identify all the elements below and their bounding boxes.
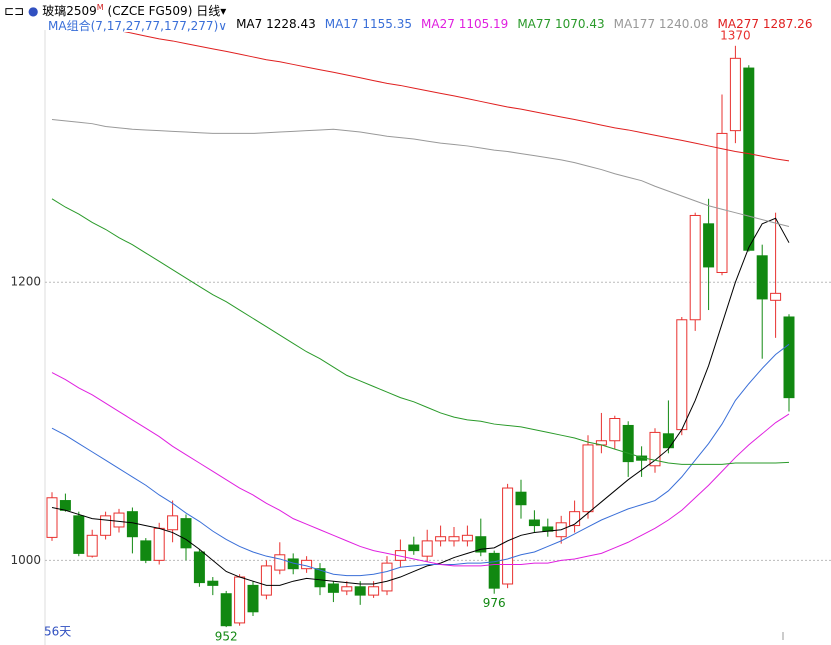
legend-name: MA27	[421, 17, 455, 31]
candle-body	[435, 536, 447, 542]
ma-line	[51, 217, 790, 586]
ma-group[interactable]: MA组合(7,17,27,77,177,277)∨	[48, 19, 228, 33]
candle-body	[756, 255, 768, 300]
candle-body	[515, 491, 527, 506]
ma-line	[51, 343, 790, 577]
candle-body	[260, 565, 272, 596]
legend-entry: MA7 1228.43	[236, 17, 316, 34]
extreme-label: 976	[483, 596, 506, 610]
candle-body	[421, 540, 433, 557]
candle-body	[46, 497, 58, 538]
candle-body	[569, 511, 581, 527]
legend-last: 1228.43	[266, 17, 316, 31]
candle-body	[488, 552, 500, 589]
y-tick-label: 1000	[10, 553, 41, 567]
candle-body	[274, 554, 286, 571]
candle-body	[703, 223, 715, 268]
legend-name: MA7	[236, 17, 263, 31]
legend-name: MA17	[324, 17, 359, 31]
candle-body	[502, 487, 514, 585]
y-tick-label: 1200	[10, 275, 41, 289]
ma-group-text: MA组合(7,17,27,77,177,277)	[48, 19, 219, 33]
candle-body	[153, 527, 165, 561]
legend-last: 1240.08	[658, 17, 709, 31]
legend-last: 1155.35	[362, 17, 413, 31]
ma-line	[51, 119, 790, 227]
candle-body	[193, 551, 205, 584]
legend-entry: MA77 1070.43	[517, 17, 604, 34]
candle-body	[59, 500, 71, 511]
candle-body	[126, 511, 138, 538]
legend-last: 1105.19	[458, 17, 509, 31]
legend-entry: MA277 1287.26	[718, 17, 813, 34]
candle-body	[354, 586, 366, 596]
candle-body	[113, 512, 125, 528]
candle-body	[140, 540, 152, 561]
candle-body	[314, 568, 326, 588]
candle-body	[689, 214, 701, 321]
icon: ⊏⊐	[4, 4, 25, 18]
legend-last: 1287.26	[762, 17, 813, 31]
candle-body	[649, 431, 661, 467]
legend-entry: MA17 1155.35	[325, 17, 412, 34]
candle-body	[73, 515, 85, 554]
candle-body	[676, 319, 688, 431]
period[interactable]: 日线	[196, 4, 221, 18]
candle-body	[341, 586, 353, 592]
legend-name: MA177	[613, 17, 656, 31]
ma-line	[123, 32, 790, 162]
candle-body	[461, 534, 473, 542]
ma-line	[51, 372, 790, 567]
header: ⊏⊐ ● 玻璃2509M (CZCE FG509) 日线▾	[4, 2, 226, 19]
ma-line	[51, 198, 790, 465]
candle-body	[207, 580, 219, 586]
legend-last: 1070.43	[554, 17, 605, 31]
candle-body	[743, 67, 755, 251]
candle-body	[662, 433, 674, 449]
legend-entry: MA27 1105.19	[421, 17, 508, 34]
candle-body	[528, 519, 540, 527]
legend-name: MA277	[717, 17, 759, 31]
candle-body	[408, 544, 420, 552]
candle-body	[247, 584, 259, 613]
extreme-label: 952	[215, 630, 238, 644]
candle-body	[770, 292, 782, 301]
candle-body	[729, 57, 741, 132]
candle-body	[448, 536, 460, 542]
candle-body	[475, 536, 487, 553]
candle-body	[368, 586, 380, 596]
candle-body	[100, 515, 112, 536]
candle-body	[234, 576, 246, 624]
candle-body	[167, 515, 179, 531]
candle-body	[220, 593, 232, 627]
code: (CZCE FG509)	[107, 4, 193, 18]
days-label: 56天	[44, 625, 71, 639]
legend-name: MA77	[517, 17, 552, 31]
candle-body	[86, 534, 98, 557]
candle-body	[180, 518, 192, 549]
legend-entry: MA177 1240.08	[614, 17, 709, 34]
plot	[46, 32, 795, 628]
candle-body	[609, 418, 621, 442]
title-sup: M	[96, 3, 104, 12]
dot: ●	[27, 4, 39, 18]
candle-body	[582, 444, 594, 513]
ma-legend: MA组合(7,17,27,77,177,277)∨ MA7 1228.43 MA17…	[48, 17, 812, 34]
candle-body	[381, 562, 393, 592]
extreme-label: 1370	[720, 28, 751, 42]
candle-body	[622, 424, 634, 463]
candle-body	[716, 132, 728, 273]
dropdown[interactable]: ▾	[220, 4, 227, 18]
title: 玻璃2509	[42, 4, 97, 18]
candle-body	[327, 583, 339, 593]
candle-body	[783, 316, 795, 399]
